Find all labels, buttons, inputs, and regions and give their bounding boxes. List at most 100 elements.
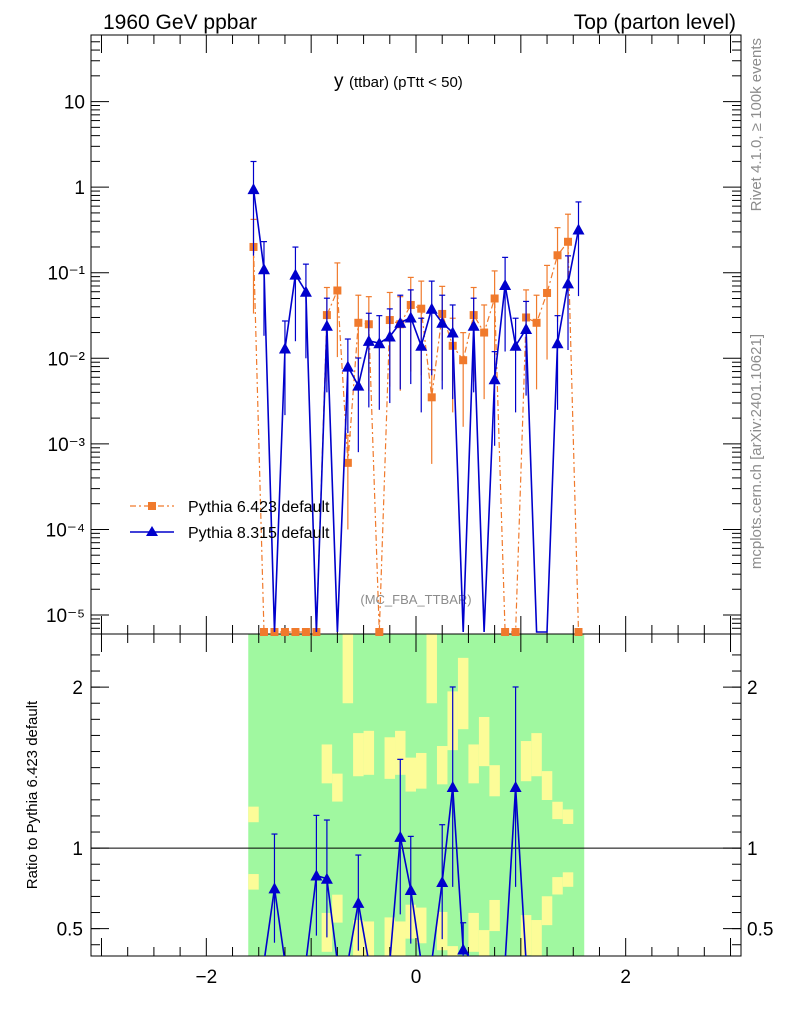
ratio-band-stat	[478, 634, 490, 956]
line-pythia6	[252, 240, 580, 633]
ratio-band-stat	[562, 634, 574, 956]
point-pythia8	[562, 277, 575, 289]
point-pythia8	[509, 339, 522, 351]
axes: 10 1 10⁻¹ 10⁻² 10⁻³ 10⁻⁴ 10⁻⁵ 2 2 1 1 0.5 0.5 −2 0 2	[46, 34, 773, 988]
point-pythia6	[490, 294, 499, 303]
point-pythia8	[446, 326, 459, 338]
ratio-band-total	[248, 806, 260, 823]
point-pythia8	[467, 319, 480, 331]
ratio-band-total	[395, 921, 407, 956]
ratio-band-stat	[384, 634, 396, 956]
ratio-point	[352, 896, 365, 908]
y-tick-label: 10	[64, 93, 85, 114]
ratio-band-total	[342, 634, 354, 704]
mcplots-reference-label: mcplots.cern.ch [arXiv:2401.10621]	[748, 334, 765, 569]
ratio-band-stat	[258, 634, 270, 956]
ratio-band-total	[552, 877, 564, 895]
point-pythia6	[459, 356, 468, 365]
point-pythia8	[373, 337, 386, 349]
ratio-band-total	[363, 921, 375, 956]
point-pythia8	[551, 337, 564, 349]
point-pythia8	[425, 302, 438, 314]
ratio-band-total	[478, 716, 490, 767]
ratio-point	[446, 780, 459, 792]
point-pythia8	[404, 311, 417, 323]
legend-label-pythia8: Pythia 8.315 default	[188, 525, 330, 542]
ratio-uncertainty-bands	[248, 634, 585, 956]
ratio-band-total	[562, 809, 574, 824]
ratio-tick-label: 2	[72, 678, 83, 699]
plot-title-main: y	[334, 71, 344, 92]
ratio-band-total	[541, 896, 553, 926]
ratio-band-stat	[552, 634, 564, 956]
point-pythia6	[480, 328, 489, 337]
ratio-band-total	[405, 757, 417, 792]
ratio-band-total	[436, 746, 448, 785]
ratio-band-total	[416, 752, 427, 789]
point-pythia6-zero	[511, 628, 520, 636]
ratio-band-total	[468, 744, 480, 784]
ratio-point	[268, 882, 281, 894]
ratio-tick-label-right: 0.5	[747, 920, 773, 941]
point-pythia8	[247, 183, 260, 195]
ratio-band-total	[562, 872, 574, 887]
x-tick-label: 0	[411, 967, 422, 988]
ratio-band-stat	[311, 634, 323, 956]
ratio-band-total	[520, 741, 532, 782]
point-pythia6-zero	[501, 628, 510, 636]
ratio-point	[436, 875, 449, 887]
point-pythia6	[543, 288, 552, 297]
ratio-band-total	[363, 730, 375, 775]
ratio-band-total	[531, 733, 543, 777]
ratio-band-total	[426, 634, 438, 704]
ratio-band-total	[384, 917, 396, 956]
y-tick-label: 10⁻¹	[48, 264, 86, 285]
ratio-band-stat	[416, 634, 427, 956]
point-pythia6	[553, 251, 562, 260]
point-pythia8	[320, 319, 333, 331]
ratio-band-stat	[279, 634, 291, 956]
point-pythia8	[257, 263, 270, 275]
ratio-point	[320, 872, 333, 884]
ratio-tick-label: 0.5	[57, 920, 83, 941]
ratio-band-stat	[426, 634, 438, 956]
ratio-band-stat	[405, 634, 417, 956]
ratio-band-total	[478, 930, 490, 956]
point-pythia6-zero	[301, 628, 310, 636]
point-pythia8	[488, 373, 501, 385]
point-pythia6-zero	[259, 628, 268, 636]
point-pythia8	[278, 342, 291, 354]
point-pythia8	[394, 316, 407, 328]
point-pythia8	[289, 268, 302, 280]
ratio-band-total	[248, 874, 260, 890]
point-pythia8	[436, 316, 449, 328]
point-pythia8	[341, 360, 354, 372]
ratio-band-stat	[531, 634, 543, 956]
point-pythia8	[362, 334, 375, 346]
ratio-line	[264, 786, 527, 956]
ratio-band-total	[520, 915, 532, 956]
ratio-band-stat	[363, 634, 375, 956]
ratio-band-stat	[468, 634, 480, 956]
analysis-watermark: (MC_FBA_TTBAR)	[360, 592, 471, 607]
ratio-band-stat	[353, 634, 365, 956]
ratio-band-total	[332, 773, 344, 802]
point-pythia8	[415, 339, 428, 351]
ratio-band-stat	[573, 634, 585, 956]
ratio-band-total	[416, 907, 427, 944]
ratio-band-total	[395, 730, 407, 775]
point-pythia6-zero	[280, 628, 289, 636]
point-pythia6	[532, 318, 541, 327]
header-energy: 1960 GeV ppbar	[103, 11, 257, 34]
line-pythia8	[252, 188, 580, 633]
ratio-band-stat	[499, 634, 511, 956]
ratio-band-total	[489, 765, 501, 797]
ratio-band-stat	[290, 634, 302, 956]
point-pythia8	[572, 223, 585, 235]
point-pythia6	[564, 237, 573, 246]
top-panel-frame	[90, 34, 742, 635]
point-pythia6	[343, 458, 352, 467]
ratio-band-total	[468, 912, 480, 952]
ratio-point	[394, 830, 407, 842]
point-pythia6	[427, 393, 436, 402]
